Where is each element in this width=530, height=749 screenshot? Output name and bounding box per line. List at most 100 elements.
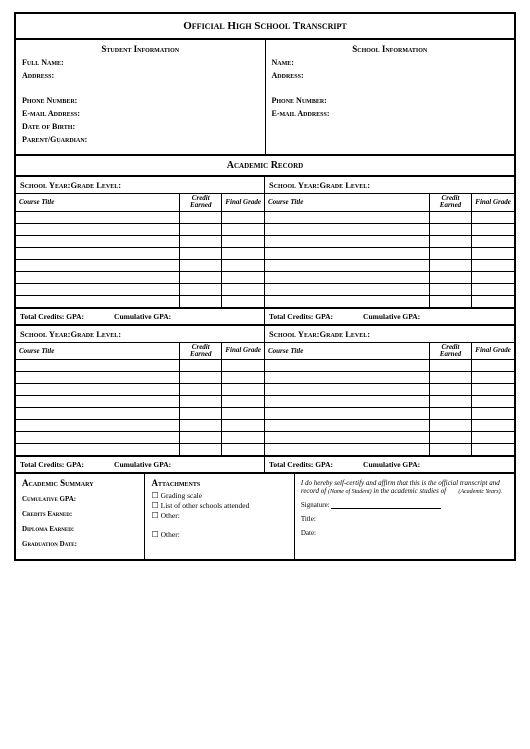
table-row (16, 396, 264, 408)
transcript-form: Official High School Transcript Student … (14, 12, 516, 561)
table-row (265, 283, 514, 295)
table-row (265, 259, 514, 271)
course-table: Course TitleCredit EarnedFinal Grade (265, 343, 514, 457)
record-block: School Year:Grade Level:Course TitleCred… (16, 177, 265, 324)
student-field: Address: (22, 71, 259, 80)
table-row (16, 444, 264, 456)
checkbox-item[interactable]: List of other schools attended (151, 501, 287, 510)
table-row (16, 283, 264, 295)
col-course-title: Course Title (16, 194, 180, 211)
academic-summary: Academic Summary Cumulative GPA: Credits… (16, 474, 145, 559)
table-row (265, 211, 514, 223)
student-field: Full Name: (22, 58, 259, 67)
school-field: E-mail Address: (272, 109, 509, 118)
title-line: Title: (301, 515, 508, 523)
table-row (265, 223, 514, 235)
table-row (265, 235, 514, 247)
table-row (16, 247, 264, 259)
cert-note: (Name of Student) (328, 489, 372, 495)
table-row (16, 372, 264, 384)
summary-item: Credits Earned: (22, 510, 138, 518)
school-field: Phone Number: (272, 96, 509, 105)
cert-text: in the academic studies of (373, 487, 446, 495)
records-container: School Year:Grade Level:Course TitleCred… (16, 177, 514, 474)
student-info: Student Information Full Name: Address: … (16, 40, 266, 154)
table-row (16, 211, 264, 223)
table-row (16, 408, 264, 420)
totals-row: Total Credits: GPA:Cumulative GPA: (16, 308, 264, 324)
bottom-section: Academic Summary Cumulative GPA: Credits… (16, 474, 514, 559)
record-row: School Year:Grade Level:Course TitleCred… (16, 177, 514, 326)
record-block: School Year:Grade Level:Course TitleCred… (265, 177, 514, 324)
totals-row: Total Credits: GPA:Cumulative GPA: (16, 456, 264, 472)
checkbox-item[interactable]: Other: (151, 511, 287, 520)
school-header: School Information (272, 44, 509, 54)
record-block: School Year:Grade Level:Course TitleCred… (265, 326, 514, 473)
year-label: School Year:Grade Level: (16, 177, 264, 194)
summary-item: Diploma Earned: (22, 525, 138, 533)
table-row (16, 223, 264, 235)
col-credit: Credit Earned (429, 194, 471, 211)
student-field: Phone Number: (22, 96, 259, 105)
course-table: Course TitleCredit EarnedFinal Grade (16, 194, 264, 308)
col-credit: Credit Earned (429, 343, 471, 360)
signature-line: Signature: (301, 501, 508, 509)
student-field: E-mail Address: (22, 109, 259, 118)
table-row (16, 432, 264, 444)
year-label: School Year:Grade Level: (16, 326, 264, 343)
course-table: Course TitleCredit EarnedFinal Grade (16, 343, 264, 457)
table-row (265, 444, 514, 456)
year-label: School Year:Grade Level: (265, 326, 514, 343)
col-course-title: Course Title (16, 343, 180, 360)
attachments: Attachments Grading scale List of other … (145, 474, 294, 559)
student-field: Date of Birth: (22, 122, 259, 131)
date-line: Date: (301, 529, 508, 537)
attachments-header: Attachments (151, 478, 287, 488)
school-info: School Information Name: Address: Phone … (266, 40, 515, 154)
table-row (265, 372, 514, 384)
table-row (16, 420, 264, 432)
col-course-title: Course Title (265, 194, 429, 211)
table-row (265, 247, 514, 259)
col-grade: Final Grade (472, 343, 514, 360)
table-row (265, 420, 514, 432)
cert-note: (Academic Years). (458, 489, 502, 495)
school-field: Address: (272, 71, 509, 80)
table-row (265, 432, 514, 444)
checkbox-item[interactable]: Other: (151, 530, 287, 539)
record-row: School Year:Grade Level:Course TitleCred… (16, 326, 514, 475)
table-row (16, 259, 264, 271)
col-credit: Credit Earned (180, 194, 222, 211)
table-row (265, 360, 514, 372)
academic-record-header: Academic Record (16, 156, 514, 177)
table-row (265, 271, 514, 283)
totals-row: Total Credits: GPA:Cumulative GPA: (265, 308, 514, 324)
col-grade: Final Grade (222, 343, 264, 360)
col-grade: Final Grade (472, 194, 514, 211)
table-row (265, 396, 514, 408)
student-field: Parent/Guardian: (22, 135, 259, 144)
summary-header: Academic Summary (22, 478, 138, 488)
record-block: School Year:Grade Level:Course TitleCred… (16, 326, 265, 473)
summary-item: Cumulative GPA: (22, 495, 138, 503)
col-credit: Credit Earned (180, 343, 222, 360)
course-table: Course TitleCredit EarnedFinal Grade (265, 194, 514, 308)
table-row (16, 384, 264, 396)
col-grade: Final Grade (222, 194, 264, 211)
info-section: Student Information Full Name: Address: … (16, 40, 514, 156)
checkbox-item[interactable]: Grading scale (151, 491, 287, 500)
table-row (16, 295, 264, 307)
table-row (16, 360, 264, 372)
totals-row: Total Credits: GPA:Cumulative GPA: (265, 456, 514, 472)
table-row (265, 408, 514, 420)
table-row (265, 384, 514, 396)
student-header: Student Information (22, 44, 259, 54)
table-row (16, 235, 264, 247)
year-label: School Year:Grade Level: (265, 177, 514, 194)
col-course-title: Course Title (265, 343, 429, 360)
school-field: Name: (272, 58, 509, 67)
certification: I do hereby self-certify and affirm that… (295, 474, 514, 559)
summary-item: Graduation Date: (22, 540, 138, 548)
page-title: Official High School Transcript (16, 14, 514, 40)
table-row (265, 295, 514, 307)
